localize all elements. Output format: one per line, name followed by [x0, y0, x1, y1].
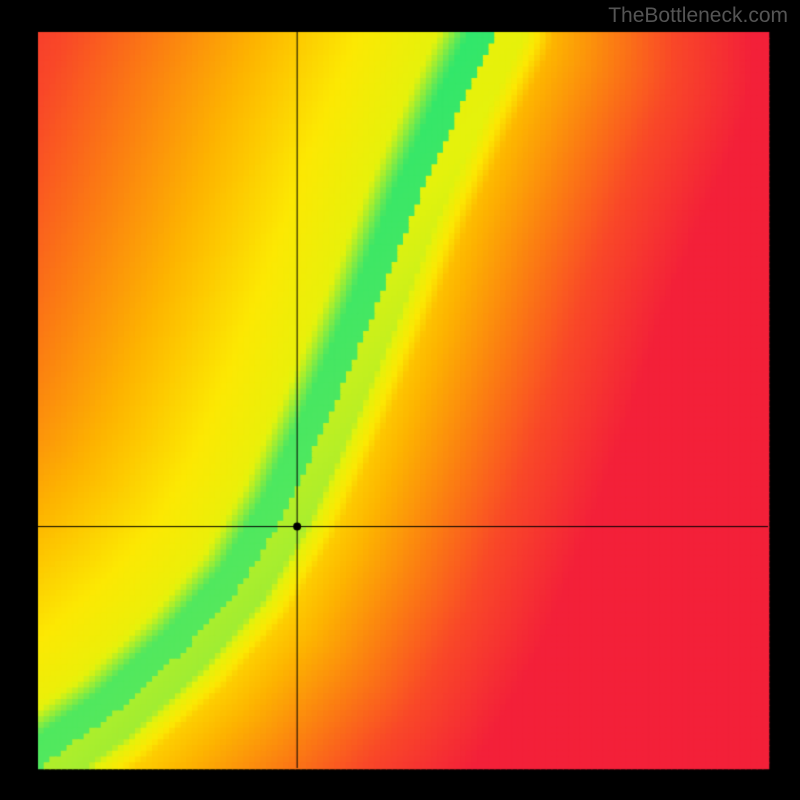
chart-container: TheBottleneck.com — [0, 0, 800, 800]
heatmap-canvas — [0, 0, 800, 800]
watermark-text: TheBottleneck.com — [608, 4, 788, 28]
